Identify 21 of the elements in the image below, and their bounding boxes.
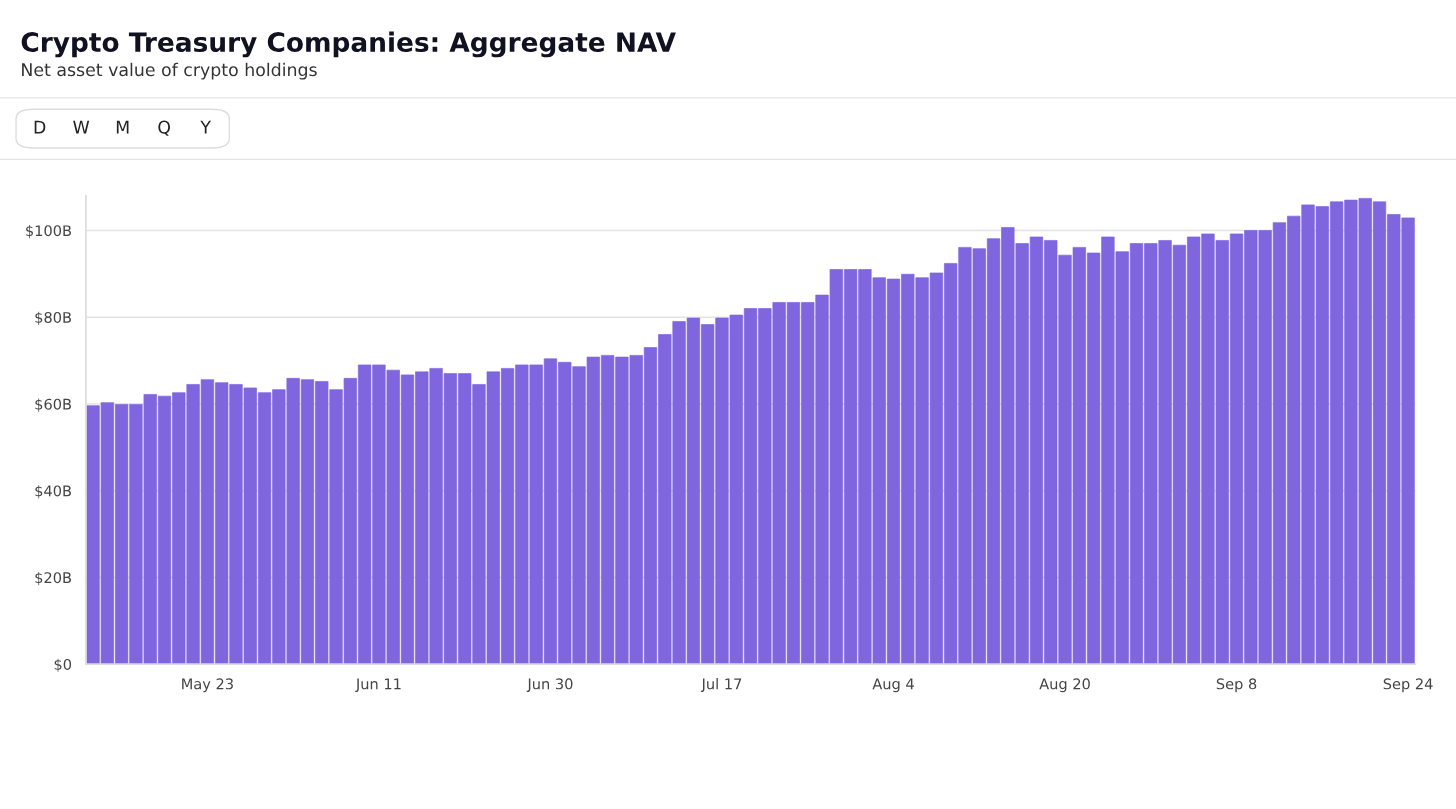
text: W (73, 120, 90, 134)
text: M (116, 120, 129, 134)
y-tick-label: $100B (26, 224, 71, 239)
text: Q (158, 120, 171, 136)
x-tick-label: Aug 4 (872, 678, 914, 693)
chart-subtitle: Net asset value of crypto holdings (22, 62, 317, 80)
x-tick-label: Sep 24 (1383, 678, 1433, 693)
y-tick-label: $0 (54, 658, 72, 672)
text: D (34, 120, 46, 134)
x-tick-label: May 23 (182, 678, 233, 693)
y-tick-label: $60B (35, 398, 71, 412)
chart-title: Crypto Treasury Companies: Aggregate NAV (21, 31, 676, 58)
y-tick-label: $80B (35, 311, 71, 325)
x-tick-label: Sep 8 (1216, 678, 1257, 693)
x-tick-label: Jul 17 (700, 678, 742, 693)
x-tick-label: Jun 11 (355, 678, 401, 693)
x-tick-label: Aug 20 (1039, 678, 1090, 693)
y-tick-label: $20B (35, 571, 71, 586)
x-tick-label: Jun 30 (526, 678, 573, 693)
y-tick-label: $40B (35, 485, 71, 499)
text: Y (200, 120, 211, 134)
